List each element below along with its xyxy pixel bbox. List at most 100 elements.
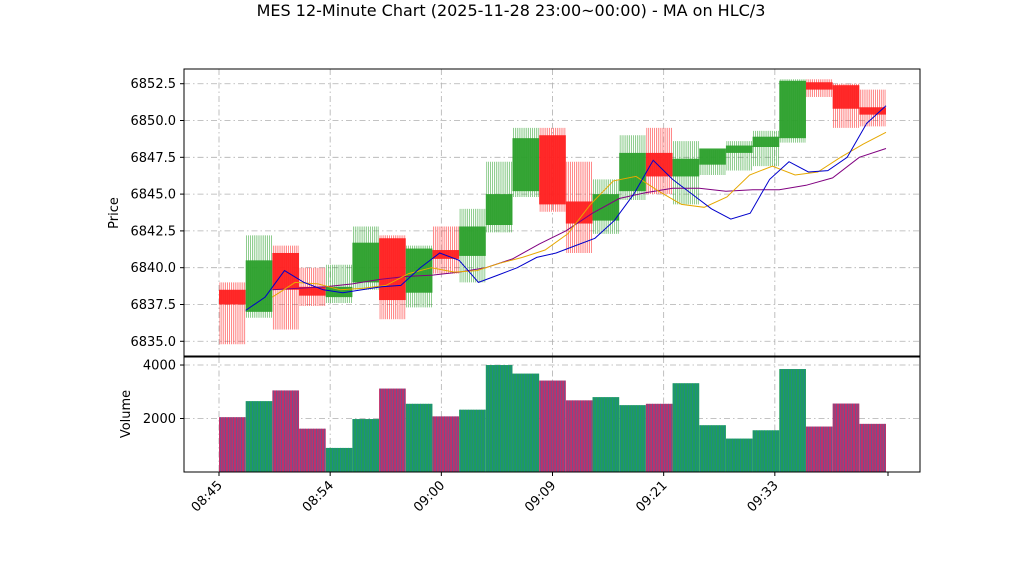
candle — [272, 245, 300, 330]
candle-body — [832, 85, 860, 109]
candle — [432, 226, 460, 274]
volume-bar-fill — [699, 425, 726, 472]
ma-mid-line — [272, 131, 887, 298]
volume-bar — [859, 423, 886, 472]
candle — [619, 135, 646, 200]
candle-body — [219, 289, 246, 305]
volume-bar-fill — [379, 388, 406, 472]
candle-body — [432, 250, 460, 259]
candle — [459, 208, 486, 283]
price-tick-label: 6850.0 — [131, 114, 177, 129]
x-tick-label: 09:21 — [633, 478, 670, 515]
candle — [859, 89, 886, 127]
volume-bar — [272, 390, 300, 472]
price-tick-label: 6842.5 — [131, 224, 177, 239]
candle — [485, 161, 513, 233]
volume-bar-fill — [539, 380, 566, 472]
volume-bar — [672, 383, 700, 472]
volume-bar — [485, 365, 513, 472]
volume-bar — [245, 401, 273, 472]
volume-bar-fill — [805, 426, 833, 472]
candle — [752, 130, 780, 167]
volume-bar-fill — [645, 403, 673, 472]
volume-bar — [592, 397, 620, 472]
candle-body — [779, 80, 806, 139]
chart-title: MES 12-Minute Chart (2025-11-28 23:00~00… — [257, 1, 766, 20]
volume-bar — [539, 380, 566, 472]
volume-bar — [512, 373, 540, 472]
candle — [539, 127, 566, 212]
volume-bar — [779, 369, 806, 472]
price-tick-label: 6847.5 — [131, 151, 177, 166]
candle — [725, 141, 753, 171]
volume-bar-fill — [219, 417, 246, 472]
volume-bar-fill — [725, 438, 753, 472]
candle-body — [752, 136, 780, 148]
volume-bar-fill — [859, 423, 886, 472]
ma-slow-line — [272, 148, 887, 291]
x-tick-label: 08:45 — [189, 478, 226, 515]
candle-body — [512, 138, 540, 192]
volume-bar-fill — [779, 369, 806, 472]
candle-body — [379, 238, 406, 301]
x-tick-label: 09:33 — [745, 478, 782, 515]
candle-body — [805, 82, 833, 90]
candle — [219, 282, 246, 345]
candle — [805, 79, 833, 97]
candle-body — [859, 107, 886, 115]
volume-bars — [219, 365, 886, 472]
ma-fast-line — [245, 105, 887, 311]
volume-bar-fill — [832, 403, 860, 472]
volume-bar — [699, 425, 726, 472]
price-tick-label: 6837.5 — [131, 298, 177, 313]
candle — [832, 83, 860, 128]
price-axis-ticks: 6835.0 6837.5 6840.0 6842.5 6845.0 6847.5 6850… — [131, 77, 184, 350]
volume-bar — [725, 438, 753, 472]
volume-bar-fill — [352, 419, 380, 472]
candle-body — [352, 242, 380, 283]
volume-bar — [805, 426, 833, 472]
candle — [699, 148, 726, 175]
candle — [779, 79, 806, 143]
volume-bar-fill — [272, 390, 300, 472]
volume-bar — [379, 388, 406, 472]
volume-bar — [752, 430, 780, 472]
volume-bar-fill — [485, 365, 513, 472]
moving-averages — [245, 105, 887, 311]
price-tick-label: 6835.0 — [131, 335, 177, 350]
price-tick-label: 6840.0 — [131, 261, 177, 276]
volume-bar-fill — [565, 400, 593, 472]
volume-axis-ticks: 2000 4000 — [143, 359, 184, 427]
candle — [672, 141, 700, 205]
volume-bar — [219, 417, 246, 472]
candle-body — [245, 260, 273, 312]
x-tick-label: 09:00 — [411, 478, 448, 515]
candle-body — [592, 194, 620, 221]
candle — [379, 235, 406, 320]
candles-layer — [219, 79, 886, 345]
volume-bar — [459, 409, 486, 472]
volume-bar — [619, 405, 646, 472]
price-tick-label: 6845.0 — [131, 188, 177, 203]
x-tick-label: 09:09 — [522, 478, 559, 515]
candle — [645, 127, 673, 195]
volume-bar-fill — [459, 409, 486, 472]
candle-body — [619, 152, 646, 192]
volume-bar-fill — [405, 403, 433, 472]
volume-tick-label: 2000 — [143, 412, 176, 427]
volume-tick-label: 4000 — [143, 359, 176, 374]
volume-bar-fill — [432, 416, 460, 472]
candle-body — [539, 135, 566, 205]
volume-bar — [832, 403, 860, 472]
candle-body — [645, 152, 673, 177]
candle-body — [672, 158, 700, 177]
volume-bar — [645, 403, 673, 472]
candle-body — [459, 226, 486, 256]
candle — [512, 127, 540, 198]
volume-bar-fill — [592, 397, 620, 472]
price-axes-frame — [183, 68, 921, 357]
volume-bar-fill — [619, 405, 646, 472]
x-tick-label: 08:54 — [300, 478, 337, 515]
